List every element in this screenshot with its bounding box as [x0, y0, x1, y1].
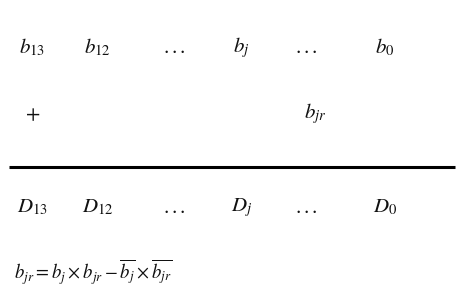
- Text: $+$: $+$: [25, 104, 40, 124]
- Text: $...$: $...$: [294, 197, 317, 217]
- Text: $b_{jr} = b_{j} \times b_{jr} - \overline{b_{j}} \times \overline{b_{jr}}$: $b_{jr} = b_{j} \times b_{jr} - \overlin…: [14, 258, 172, 287]
- Text: $b_{12}$: $b_{12}$: [84, 36, 111, 58]
- Text: $D_{13}$: $D_{13}$: [17, 197, 48, 217]
- Text: $b_{j}$: $b_{j}$: [232, 35, 249, 60]
- Text: $D_{j}$: $D_{j}$: [230, 196, 251, 219]
- Text: $...$: $...$: [294, 37, 317, 57]
- Text: $b_{0}$: $b_{0}$: [375, 36, 394, 58]
- Text: $...$: $...$: [163, 37, 185, 57]
- Text: $D_{0}$: $D_{0}$: [372, 197, 396, 217]
- Text: $b_{13}$: $b_{13}$: [19, 36, 45, 58]
- Text: $...$: $...$: [163, 197, 185, 217]
- Text: $b_{jr}$: $b_{jr}$: [304, 102, 326, 126]
- Text: $D_{12}$: $D_{12}$: [81, 197, 113, 217]
